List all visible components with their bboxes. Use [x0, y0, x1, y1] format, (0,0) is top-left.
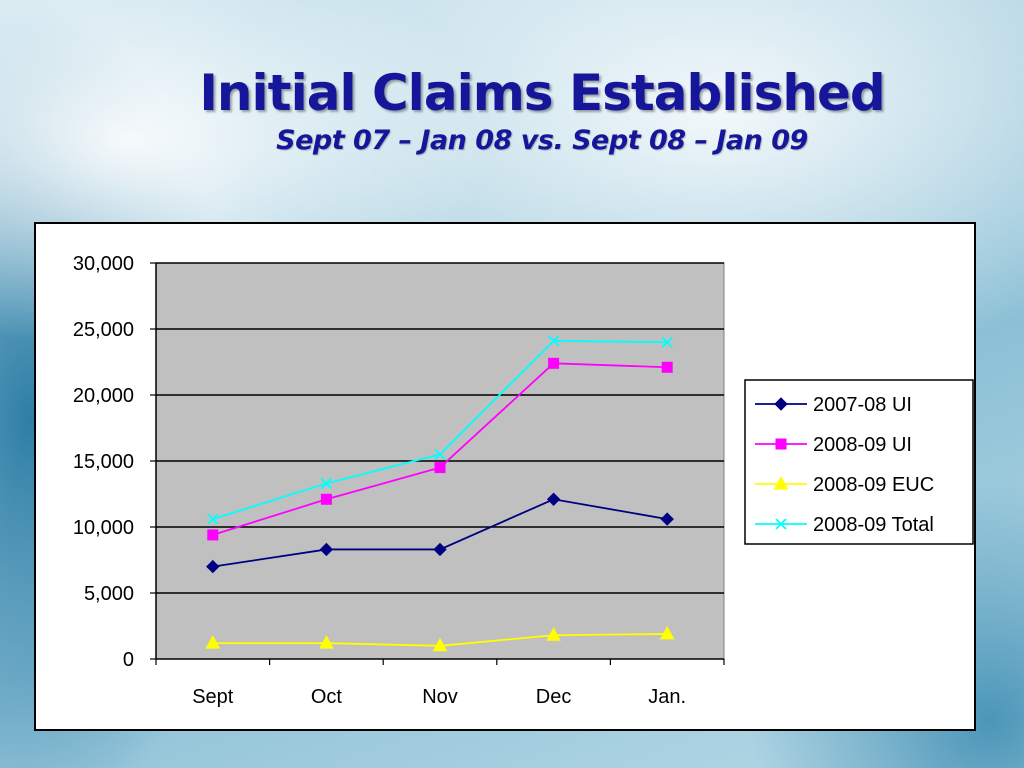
data-point — [548, 357, 560, 369]
data-point — [205, 635, 221, 649]
data-point — [661, 336, 673, 348]
data-point — [433, 542, 447, 557]
y-tick-label: 5,000 — [84, 583, 134, 605]
series-group — [205, 335, 675, 652]
chart-container: 0 5,000 10,000 15,000 20,000 25,000 30,000 Sep… — [34, 222, 976, 731]
y-tick-label: 0 — [123, 649, 134, 671]
x-tick-label: Dec — [536, 686, 572, 708]
data-point — [659, 625, 675, 640]
line-chart: 0 5,000 10,000 15,000 20,000 25,000 30,000 Sep… — [73, 253, 974, 708]
title-area: Initial Claims Established Sept 07 – Jan… — [0, 62, 1024, 158]
legend-label: 2008-09 EUC — [813, 474, 934, 496]
legend: 2007-08 UI 2008-09 UI 2008-09 EUC 2008-09 T… — [744, 379, 974, 545]
legend-item: 2008-09 Total — [755, 514, 934, 536]
y-tick-label: 30,000 — [73, 253, 134, 275]
legend-marker — [773, 475, 789, 490]
legend-marker — [774, 397, 788, 411]
legend-marker — [775, 438, 787, 450]
legend-item: 2008-09 EUC — [755, 474, 934, 496]
legend-item: 2008-09 UI — [755, 434, 912, 456]
axes — [150, 262, 725, 665]
x-tick-label: Oct — [311, 686, 343, 708]
legend-label: 2008-09 Total — [813, 514, 934, 536]
legend-label: 2007-08 UI — [813, 394, 912, 416]
x-tick-label: Sept — [192, 686, 234, 708]
data-point — [434, 448, 446, 461]
data-point — [546, 492, 561, 506]
x-tick-label: Jan. — [648, 686, 686, 708]
data-point — [207, 513, 219, 525]
data-point — [320, 493, 332, 505]
data-point — [319, 635, 334, 649]
series-2007-08-ui — [206, 492, 674, 574]
legend-marker — [775, 518, 787, 530]
slide-subtitle: Sept 07 – Jan 08 vs. Sept 08 – Jan 09 — [276, 125, 808, 156]
data-point — [547, 335, 560, 347]
legend-box — [744, 379, 974, 545]
x-tick-label: Nov — [422, 686, 458, 708]
legend-label: 2008-09 UI — [813, 434, 912, 456]
slide-title: Initial Claims Established — [199, 64, 885, 122]
series-2008-09-ui — [207, 357, 673, 541]
data-point — [546, 627, 561, 641]
data-point — [206, 559, 220, 574]
data-point — [207, 529, 219, 541]
y-tick-label: 15,000 — [73, 451, 134, 473]
data-point — [320, 477, 333, 490]
series-2008-09-total — [207, 335, 673, 525]
data-point — [319, 542, 334, 557]
data-point — [434, 462, 446, 474]
data-point — [432, 637, 448, 652]
gridlines — [156, 262, 724, 594]
y-tick-labels: 0 5,000 10,000 15,000 20,000 25,000 30,000 — [73, 253, 134, 671]
x-tick-labels: Sept Oct Nov Dec Jan. — [192, 686, 686, 708]
y-tick-label: 10,000 — [73, 517, 134, 539]
series-2008-09-euc — [205, 625, 675, 652]
data-point — [661, 361, 673, 373]
legend-item: 2007-08 UI — [755, 394, 912, 416]
y-tick-label: 20,000 — [73, 385, 134, 407]
y-tick-label: 25,000 — [73, 319, 134, 341]
data-point — [660, 512, 674, 526]
